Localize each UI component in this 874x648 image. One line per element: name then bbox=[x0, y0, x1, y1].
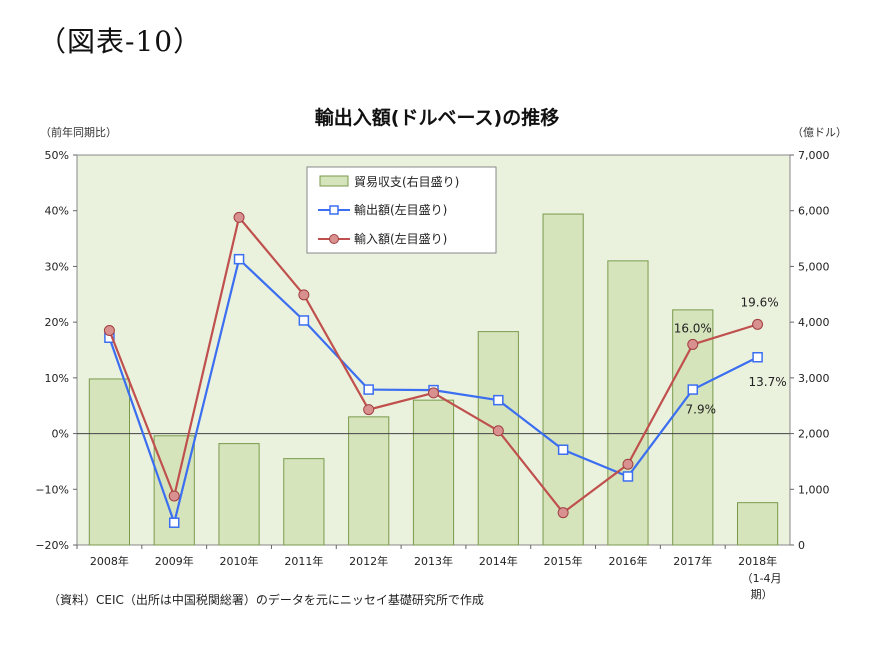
import-point bbox=[752, 318, 764, 330]
legend-bar-label: 貿易収支(右目盛り) bbox=[354, 174, 459, 189]
bar bbox=[736, 502, 779, 546]
left-tick-label: −10% bbox=[35, 483, 69, 496]
import-point bbox=[622, 458, 634, 470]
import-point bbox=[103, 325, 115, 336]
x-tick-note: （1-4月 bbox=[742, 572, 782, 585]
export-point bbox=[752, 351, 763, 363]
x-tick-label: 2017年 bbox=[673, 554, 712, 568]
legend-import-marker bbox=[329, 234, 339, 244]
import-point bbox=[492, 425, 504, 437]
right-axis-label: （億ドル） bbox=[792, 126, 847, 139]
import-point bbox=[168, 490, 180, 502]
x-tick-label: 2012年 bbox=[349, 554, 388, 568]
left-tick-label: 10% bbox=[45, 372, 69, 385]
x-tick-label: 2014年 bbox=[479, 554, 518, 568]
x-tick-note: 期） bbox=[751, 588, 773, 601]
x-tick-label: 2008年 bbox=[90, 554, 129, 568]
bar bbox=[607, 260, 649, 546]
bar bbox=[283, 458, 325, 546]
import-point bbox=[233, 211, 245, 223]
legend-import-label: 輸入額(左目盛り) bbox=[354, 231, 447, 246]
left-tick-label: 20% bbox=[45, 316, 69, 329]
import-point bbox=[363, 404, 375, 416]
right-tick-label: 2,000 bbox=[798, 428, 830, 441]
figure-label: （図表-10） bbox=[38, 25, 203, 58]
export-point bbox=[687, 384, 699, 395]
line-series bbox=[103, 211, 764, 528]
right-tick-label: 6,000 bbox=[798, 205, 830, 218]
x-tick-label: 2011年 bbox=[284, 554, 323, 568]
bar bbox=[218, 443, 260, 546]
left-tick-label: −20% bbox=[35, 539, 69, 552]
annotations: 19.6% 16.0% 13.7% 7.9% bbox=[674, 295, 787, 416]
x-tick-label: 2016年 bbox=[608, 554, 647, 568]
x-tick-label: 2018年 bbox=[738, 554, 777, 568]
annotation-import-latest: 19.6% bbox=[741, 295, 779, 309]
left-tick-label: 50% bbox=[45, 149, 69, 162]
import-point bbox=[428, 387, 439, 399]
annotation-import-prev: 16.0% bbox=[674, 321, 712, 335]
export-point bbox=[233, 253, 245, 265]
legend: 貿易収支(右目盛り) 輸出額(左目盛り) 輸入額(左目盛り) bbox=[306, 166, 497, 254]
import-point bbox=[687, 338, 699, 350]
right-tick-label: 1,000 bbox=[798, 483, 830, 496]
export-point bbox=[168, 517, 180, 528]
bar bbox=[477, 331, 519, 546]
x-tick-label: 2010年 bbox=[220, 554, 259, 568]
annotation-export-prev: 7.9% bbox=[686, 403, 717, 417]
import-point bbox=[557, 507, 569, 519]
legend-export-label: 輸出額(左目盛り) bbox=[354, 202, 447, 217]
left-axis-label: （前年同期比） bbox=[40, 125, 117, 139]
bar bbox=[542, 213, 584, 546]
right-tick-label: 4,000 bbox=[798, 316, 830, 329]
left-tick-label: 0% bbox=[52, 428, 69, 441]
right-tick-label: 0 bbox=[798, 539, 805, 552]
source-caption: （資料）CEIC（出所は中国税関総署）のデータを元にニッセイ基礎研究所で作成 bbox=[48, 593, 484, 607]
x-tick-label: 2009年 bbox=[155, 554, 194, 568]
right-tick-label: 3,000 bbox=[798, 372, 830, 385]
annotation-export-latest: 13.7% bbox=[749, 375, 787, 389]
export-point bbox=[363, 384, 374, 395]
bar bbox=[412, 399, 455, 546]
right-tick-label: 7,000 bbox=[798, 149, 830, 162]
x-tick-label: 2013年 bbox=[414, 554, 453, 568]
bar bbox=[153, 435, 195, 546]
x-tick-label: 2015年 bbox=[544, 554, 583, 568]
export-point bbox=[622, 471, 634, 482]
export-point bbox=[557, 444, 569, 455]
chart-title: 輸出入額(ドルベース)の推移 bbox=[315, 106, 559, 129]
left-tick-label: 30% bbox=[45, 260, 69, 273]
export-point bbox=[493, 394, 504, 406]
bar bbox=[348, 416, 390, 546]
export-point bbox=[298, 315, 310, 326]
left-tick-label: 40% bbox=[45, 205, 69, 218]
bar bbox=[88, 378, 131, 546]
legend-export-marker bbox=[329, 205, 339, 215]
axes: 50% 7,000 40% 6,000 30% 5,000 20% 4,000 10% 3,000… bbox=[35, 149, 829, 601]
legend-bar-swatch bbox=[319, 175, 349, 187]
import-point bbox=[298, 289, 310, 301]
right-tick-label: 5,000 bbox=[798, 260, 830, 273]
